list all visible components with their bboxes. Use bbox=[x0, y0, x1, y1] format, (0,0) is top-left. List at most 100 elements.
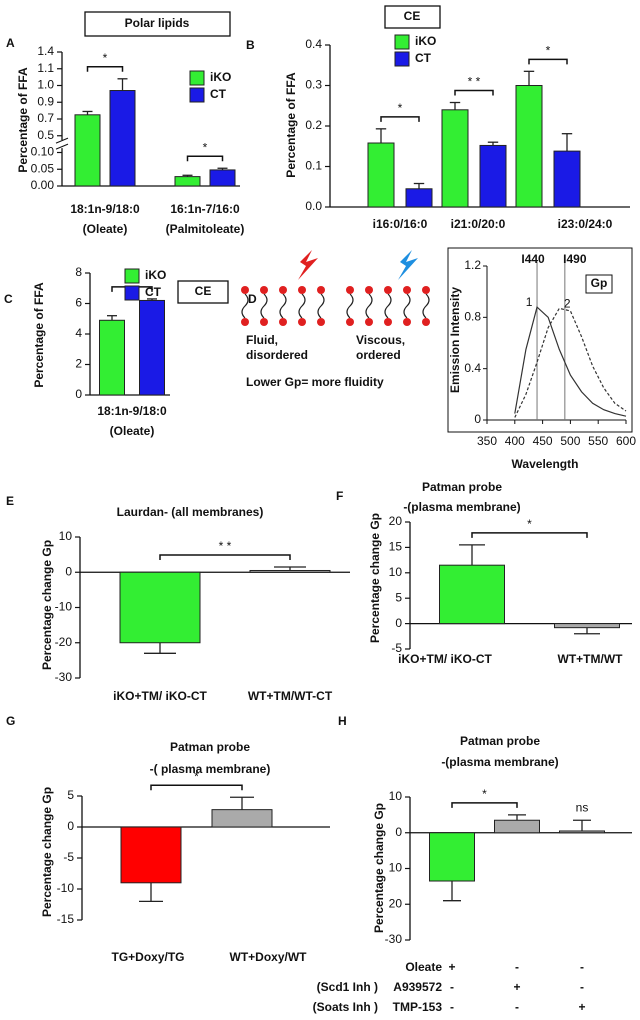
y-tick-label: 6 bbox=[75, 296, 82, 310]
y-tick-label: -30 bbox=[385, 932, 403, 946]
treatment-sign: - bbox=[580, 980, 584, 994]
diagram-label: Fluid, bbox=[246, 333, 278, 347]
title-box bbox=[384, 5, 441, 29]
x-tick-note: (Oleate) bbox=[110, 424, 155, 438]
lipid-head bbox=[422, 286, 430, 294]
lipid-head bbox=[384, 318, 392, 326]
lipid-tail bbox=[298, 293, 306, 319]
chart-title: Patman probe bbox=[460, 734, 540, 748]
y-tick-label: 0 bbox=[75, 387, 82, 401]
y-tick-label: 0.8 bbox=[464, 310, 481, 324]
significance-bracket bbox=[150, 784, 243, 791]
legend-swatch bbox=[124, 268, 140, 284]
lipid-head bbox=[279, 286, 287, 294]
panel-letter: D bbox=[248, 292, 257, 306]
y-tick-label: -30 bbox=[55, 670, 73, 684]
y-tick-label: 10 bbox=[389, 861, 403, 875]
y-tick-label: 0.5 bbox=[37, 128, 54, 142]
y-tick-label: 0 bbox=[65, 564, 72, 578]
y-axis-label: Percentage of FFA bbox=[284, 72, 298, 178]
y-tick-label: 0 bbox=[395, 825, 402, 839]
x-axis-label: Wavelength bbox=[512, 457, 579, 471]
y-tick-label: -10 bbox=[55, 600, 73, 614]
chart-title: -(plasma membrane) bbox=[403, 500, 520, 514]
bar bbox=[439, 564, 505, 625]
y-axis-label: Emission Intensity bbox=[448, 287, 462, 393]
x-tick-label: WT+Doxy/WT bbox=[230, 950, 308, 964]
y-tick-label: -5 bbox=[63, 850, 74, 864]
significance-bracket bbox=[451, 802, 518, 808]
lipid-tail bbox=[384, 293, 392, 319]
y-tick-label: 1.4 bbox=[37, 44, 54, 58]
y-axis-label: Percentage change Gp bbox=[372, 803, 386, 933]
diagram-label: Viscous, bbox=[356, 333, 405, 347]
treatment-sign: - bbox=[450, 980, 454, 994]
bar bbox=[174, 176, 201, 187]
x-tick-label: i23:0/24:0 bbox=[558, 217, 613, 231]
x-tick-label: 400 bbox=[505, 434, 525, 448]
significance-bracket bbox=[86, 66, 124, 72]
x-tick-note: (Oleate) bbox=[83, 222, 128, 236]
legend-swatch bbox=[189, 87, 205, 103]
spectrum-line bbox=[514, 307, 627, 418]
bar bbox=[209, 169, 236, 187]
y-axis-label: Percentage of FFA bbox=[32, 282, 46, 388]
significance-bracket bbox=[454, 89, 494, 96]
significance-bracket bbox=[159, 554, 291, 560]
bar bbox=[553, 150, 581, 208]
significance-label: ns bbox=[576, 800, 589, 814]
y-tick-label: -10 bbox=[57, 881, 75, 895]
bar bbox=[429, 832, 475, 882]
y-tick-label: 0.05 bbox=[31, 161, 55, 175]
legend-swatch bbox=[189, 70, 205, 86]
significance-label: * * bbox=[468, 75, 481, 89]
bar bbox=[367, 142, 395, 208]
panel-letter: H bbox=[338, 714, 347, 728]
bolt bbox=[298, 250, 318, 280]
lipid-head bbox=[422, 318, 430, 326]
series-label: 1 bbox=[526, 295, 533, 309]
y-tick-label: 0.0 bbox=[305, 199, 322, 213]
lipid-head bbox=[279, 318, 287, 326]
x-tick-label: 350 bbox=[477, 434, 497, 448]
y-axis-label: Percentage change Gp bbox=[40, 540, 54, 670]
lipid-head bbox=[346, 286, 354, 294]
x-tick-label: 600 bbox=[616, 434, 636, 448]
legend-label: CT bbox=[210, 87, 227, 101]
treatment-sign: + bbox=[578, 1000, 585, 1014]
x-tick-label: i16:0/16:0 bbox=[373, 217, 428, 231]
bar bbox=[120, 826, 182, 884]
significance-bracket bbox=[528, 58, 568, 65]
lipid-head bbox=[365, 286, 373, 294]
y-tick-label: 0 bbox=[395, 616, 402, 630]
y-tick-label: 10 bbox=[389, 565, 403, 579]
legend-label: iKO bbox=[145, 268, 166, 282]
lipid-head bbox=[298, 318, 306, 326]
treatment-sign: + bbox=[513, 980, 520, 994]
legend-label: iKO bbox=[210, 70, 231, 84]
bar bbox=[441, 109, 469, 208]
treatment-sign: + bbox=[448, 960, 455, 974]
significance-bracket bbox=[471, 532, 588, 538]
y-tick-label: 8 bbox=[75, 265, 82, 279]
x-tick-label: iKO+TM/ iKO-CT bbox=[398, 652, 492, 666]
marker-label: I440 bbox=[521, 252, 545, 266]
y-tick-label: 0.4 bbox=[305, 37, 322, 51]
treatment-label: Oleate bbox=[405, 960, 442, 974]
y-tick-label: 5 bbox=[395, 590, 402, 604]
treatment-label: TMP-153 bbox=[393, 1000, 443, 1014]
spectrum-line bbox=[514, 305, 627, 417]
significance-label: * bbox=[203, 140, 208, 154]
y-axis-label: Percentage change Gp bbox=[368, 513, 382, 643]
bar bbox=[559, 830, 605, 834]
significance-label: * * bbox=[219, 539, 232, 553]
panel-letter: A bbox=[6, 36, 15, 50]
lipid-head bbox=[241, 318, 249, 326]
y-tick-label: 4 bbox=[75, 326, 82, 340]
significance-label: * bbox=[194, 769, 199, 783]
panel-letter: B bbox=[246, 38, 255, 52]
y-tick-label: 1.2 bbox=[464, 258, 481, 272]
x-tick-label: WT+TM/WT-CT bbox=[248, 689, 333, 703]
